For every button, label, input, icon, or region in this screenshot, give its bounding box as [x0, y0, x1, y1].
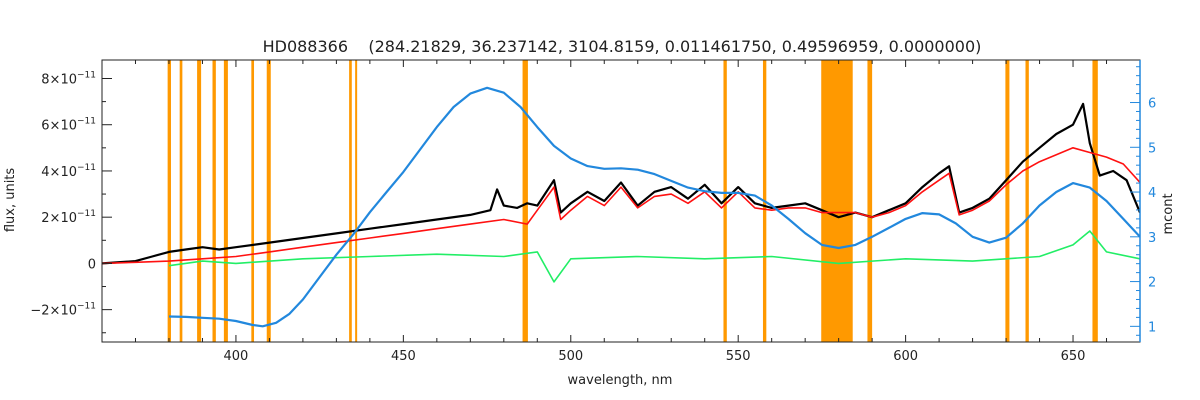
x-tick-label: 550: [726, 349, 751, 364]
x-axis-title: wavelength, nm: [568, 373, 673, 388]
axes: 400 450 500 550 600 650 −2×10−11 0 2×10−11 4×10−1…: [30, 60, 1156, 364]
y-tick-label: 4×10−11: [41, 163, 96, 180]
masked-region-band: [349, 60, 352, 342]
masked-region-band: [179, 60, 183, 342]
x-tick-label: 650: [1061, 349, 1086, 364]
y2-tick-label: 3: [1148, 231, 1156, 246]
right-axis-title: mcont: [1161, 193, 1176, 234]
masked-region-band: [522, 60, 528, 342]
x-tick-label: 500: [558, 349, 583, 364]
masked-region-band: [251, 60, 255, 342]
masked-regions: [167, 60, 1098, 342]
masked-region-band: [167, 60, 171, 342]
masked-region-band: [355, 60, 358, 342]
y2-tick-label: 6: [1148, 97, 1156, 112]
masked-region-band: [1005, 60, 1010, 342]
y2-tick-label: 2: [1148, 276, 1156, 291]
x-tick-label: 400: [224, 349, 249, 364]
x-tick-label: 450: [391, 349, 416, 364]
y-tick-label: 2×10−11: [41, 209, 96, 226]
masked-region-band: [1092, 60, 1098, 342]
series-line-model: [102, 147, 1140, 265]
series-layer: [102, 86, 1140, 328]
masked-region-band: [266, 60, 271, 342]
series-line-continuum: [168, 86, 1140, 328]
series-line-observed: [102, 102, 1140, 265]
y-tick-label: −2×10−11: [30, 302, 96, 319]
y-tick-label: 8×10−11: [41, 70, 96, 87]
x-tick-label: 600: [893, 349, 918, 364]
chart-title: HD088366 (284.21829, 36.237142, 3104.815…: [263, 37, 982, 56]
y2-tick-label: 1: [1148, 320, 1156, 335]
masked-region-band: [212, 60, 216, 342]
series-line-residual: [168, 230, 1140, 283]
y-axis-title: flux, units: [3, 168, 18, 233]
y2-tick-label: 4: [1148, 186, 1156, 201]
y-tick-label: 6×10−11: [41, 117, 96, 134]
masked-region-band: [821, 60, 853, 342]
masked-region-band: [867, 60, 873, 342]
y-tick-label: 0: [88, 257, 96, 272]
y2-tick-label: 5: [1148, 141, 1156, 156]
masked-region-band: [197, 60, 202, 342]
masked-region-band: [223, 60, 228, 342]
masked-region-band: [1025, 60, 1029, 342]
